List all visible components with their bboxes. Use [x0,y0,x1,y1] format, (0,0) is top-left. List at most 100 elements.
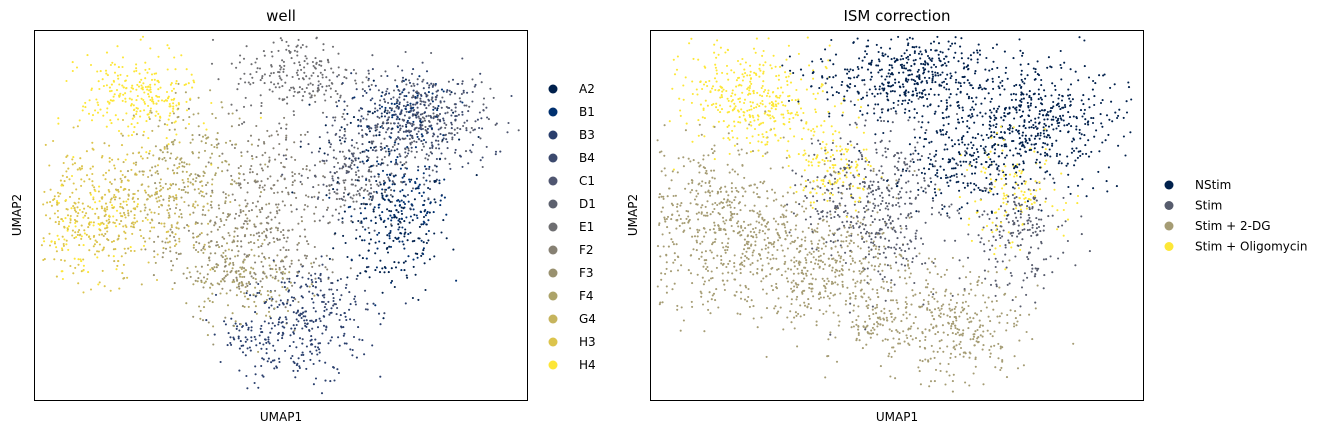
scatter-point-g4 [123,176,127,179]
scatter-point-stim-2-dg [857,315,860,318]
scatter-point-b3 [250,339,253,343]
scatter-point-nstim [829,59,832,62]
scatter-point-stim-oligomycin [795,190,798,193]
scatter-point-b3 [284,349,287,352]
scatter-point-f2 [307,195,310,198]
scatter-point-stim-2-dg [824,287,827,290]
scatter-point-c1 [396,65,400,68]
scatter-point-e1 [279,37,282,40]
scatter-point-nstim [1083,108,1086,111]
scatter-point-nstim [923,167,926,170]
scatter-point-f3 [224,192,227,196]
scatter-point-nstim [983,149,986,152]
scatter-point-a2 [413,198,416,201]
scatter-point-f4 [190,172,193,176]
scatter-point-e1 [310,94,313,97]
scatter-point-f3 [274,264,278,267]
scatter-point-b4 [371,68,374,71]
scatter-point-f2 [290,210,293,213]
scatter-point-stim-2-dg [829,331,832,334]
scatter-point-stim-2-dg [696,273,699,276]
scatter-point-g4 [113,198,117,201]
scatter-point-f4 [231,178,234,181]
scatter-point-e1 [329,95,332,99]
scatter-point-h4 [119,73,122,76]
scatter-point-stim-oligomycin [865,159,868,162]
scatter-point-stim [870,232,873,235]
scatter-point-f2 [297,259,300,262]
scatter-point-h3 [97,250,100,253]
scatter-point-b1 [440,88,444,91]
scatter-point-g4 [139,229,142,232]
scatter-point-h4 [112,79,115,82]
scatter-point-f3 [215,215,218,219]
scatter-point-nstim [1011,130,1014,133]
scatter-point-h3 [60,258,63,262]
scatter-point-e1 [365,183,368,186]
scatter-point-d1 [354,179,357,182]
scatter-point-f3 [207,241,210,244]
scatter-point-b4 [427,99,431,102]
scatter-point-stim-oligomycin [724,51,727,54]
scatter-point-d1 [404,50,407,54]
scatter-point-stim-2-dg [804,236,807,239]
scatter-point-b1 [402,201,405,204]
scatter-point-e1 [285,48,288,51]
scatter-point-g4 [120,220,123,223]
scatter-point-stim-2-dg [904,300,907,304]
scatter-point-d1 [482,103,485,106]
scatter-point-stim-2-dg [875,303,879,306]
scatter-point-stim [998,169,1001,172]
scatter-point-b3 [241,351,245,354]
scatter-point-h3 [103,193,107,196]
scatter-point-nstim [996,66,999,69]
scatter-point-e1 [306,130,309,134]
scatter-point-stim [1019,231,1022,234]
scatter-point-d1 [444,126,447,129]
scatter-point-stim [1013,197,1016,200]
scatter-point-a2 [373,146,376,149]
scatter-point-stim-2-dg [933,356,936,359]
scatter-point-stim-2-dg [743,298,747,301]
scatter-point-f4 [278,268,281,271]
scatter-point-d1 [359,207,362,210]
scatter-point-b3 [409,134,412,137]
scatter-point-stim [1013,187,1016,190]
scatter-point-c1 [459,128,462,131]
scatter-point-f2 [259,211,262,214]
scatter-point-h4 [72,156,75,159]
scatter-point-c1 [361,143,364,146]
scatter-point-g4 [162,247,165,250]
scatter-point-stim-oligomycin [989,178,992,181]
scatter-point-stim-oligomycin [814,108,817,111]
scatter-point-e1 [303,66,306,69]
scatter-point-stim [895,112,898,115]
scatter-point-b3 [277,321,280,324]
scatter-point-b3 [268,297,271,300]
scatter-point-f2 [277,153,281,156]
scatter-point-g4 [122,211,126,214]
scatter-point-h4 [114,114,117,117]
scatter-point-nstim [891,66,894,69]
scatter-point-h3 [65,170,68,173]
scatter-point-stim-2-dg [810,242,813,245]
scatter-point-f2 [248,209,251,213]
scatter-point-c1 [350,152,353,155]
scatter-point-f2 [230,174,233,177]
scatter-point-b1 [416,216,419,220]
scatter-point-f3 [194,279,197,282]
scatter-point-c1 [321,159,324,162]
scatter-point-nstim [1032,126,1035,129]
scatter-point-d1 [346,123,349,126]
scatter-point-f4 [154,145,157,148]
scatter-point-e1 [251,76,254,79]
scatter-point-f4 [238,204,241,207]
scatter-point-b3 [351,354,354,357]
scatter-point-a2 [392,239,395,242]
scatter-point-stim-oligomycin [1023,191,1026,194]
scatter-point-b3 [349,303,352,306]
scatter-point-f2 [291,175,294,178]
scatter-point-g4 [149,109,152,112]
scatter-point-b1 [436,109,439,112]
scatter-point-g4 [134,173,137,176]
